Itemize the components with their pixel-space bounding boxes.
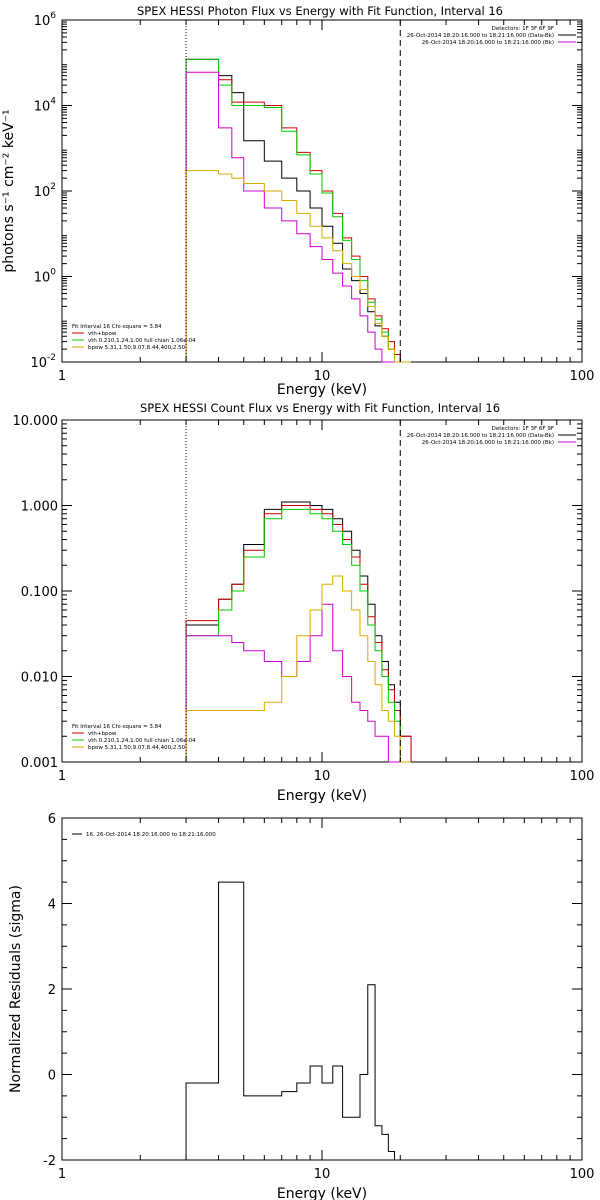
photon-flux-y-tick-label: 104 — [34, 97, 57, 115]
count-flux-panel: SPEX HESSI Count Flux vs Energy with Fit… — [13, 401, 595, 804]
residuals-x-tick-label: 100 — [570, 1167, 595, 1182]
count-flux-fit-legend-entry: bpow 5.31,1.50,9.07,8.44,400,2.50 — [88, 745, 186, 751]
count-flux-y-tick-label: 0.010 — [21, 671, 58, 686]
count-flux-y-tick-label: 1.000 — [21, 500, 58, 515]
photon-flux-series-vth — [185, 58, 412, 363]
count-flux-y-tick-label: 0.100 — [21, 585, 58, 600]
count-flux-fit-legend-entry: vth+bpow — [88, 731, 117, 737]
count-flux-y-tick-label: 0.001 — [21, 756, 58, 771]
photon-flux-series-bkg — [185, 170, 412, 363]
residuals-x-axis-label: Energy (keV) — [277, 1186, 367, 1200]
residuals-y-tick-label: 2 — [48, 983, 56, 998]
count-flux-legend-entry: 26-Oct-2014 18:20:16.000 to 18:21:16.000… — [407, 433, 554, 439]
photon-flux-y-tick-label: 100 — [34, 268, 57, 286]
photon-flux-y-axis-label: photons s⁻¹ cm⁻² keV⁻¹ — [1, 109, 17, 272]
photon-flux-legend-entry: 26-Oct-2014 18:20:16.000 to 18:21:16.000… — [407, 33, 554, 39]
photon-flux-fit-legend-entry: vth 0.210,1.24,1.00 full chian 1.06e-04 — [88, 338, 196, 344]
count-flux-x-tick-label: 10 — [314, 769, 331, 784]
residuals-x-tick-label: 1 — [58, 1167, 66, 1182]
photon-flux-series-bpow — [185, 71, 412, 363]
count-flux-x-axis-label: Energy (keV) — [277, 788, 367, 804]
residuals-y-tick-label: 6 — [48, 812, 56, 827]
photon-flux-x-axis-label: Energy (keV) — [277, 382, 367, 398]
residuals-plot-area — [61, 817, 583, 1161]
residuals-series-data — [185, 881, 401, 1161]
photon-flux-fit-legend-entry: vth+bpow — [88, 331, 117, 337]
count-flux-legend-entry: 26-Oct-2014 18:20:16.000 to 18:21:16.000… — [422, 440, 554, 446]
photon-flux-fit-legend-entry: bpow 5.31,1.50,9.07,8.44,400,2.50 — [88, 345, 186, 351]
residuals-series-layer — [185, 881, 401, 1161]
photon-flux-series-data — [185, 58, 412, 363]
count-flux-title: SPEX HESSI Count Flux vs Energy with Fit… — [140, 401, 500, 415]
count-flux-fit-range — [185, 420, 401, 762]
photon-flux-title: SPEX HESSI Photon Flux vs Energy with Fi… — [137, 4, 503, 18]
photon-flux-series-layer — [185, 58, 412, 363]
count-flux-x-tick-label: 100 — [570, 769, 595, 784]
photon-flux-series-total — [185, 58, 412, 363]
count-flux-series-data — [185, 501, 412, 762]
photon-flux-x-tick-label: 10 — [314, 369, 331, 384]
count-flux-legend-entry: Detectors: 1F 3F 6F 9F — [492, 426, 554, 432]
photon-flux-panel: SPEX HESSI Photon Flux vs Energy with Fi… — [1, 4, 594, 398]
count-flux-series-layer — [185, 501, 412, 763]
photon-flux-y-tick-label: 102 — [34, 182, 56, 200]
count-flux-series-vth — [185, 508, 412, 763]
count-flux-x-tick-label: 1 — [58, 769, 66, 784]
photon-flux-legend-entry: Detectors: 1F 3F 6F 9F — [492, 26, 554, 32]
count-flux-series-bpow — [185, 603, 412, 763]
photon-flux-y-tick-label: 106 — [34, 11, 57, 29]
count-flux-fit-legend-entry: vth 0.210,1.24,1.00 full chian 1.06e-04 — [88, 738, 196, 744]
residuals-panel: Energy (keV) Normalized Residuals (sigma… — [8, 812, 594, 1200]
count-flux-series-bkg — [185, 575, 412, 763]
photon-flux-legend-entry: 26-Oct-2014 18:20:16.000 to 18:21:16.000… — [422, 40, 554, 46]
count-flux-series-total — [185, 505, 412, 762]
residuals-x-tick-label: 10 — [314, 1167, 331, 1182]
residuals-y-tick-label: 4 — [48, 898, 56, 913]
residuals-y-tick-label: 0 — [48, 1069, 56, 1084]
photon-flux-x-tick-label: 1 — [58, 369, 66, 384]
photon-flux-fit-range — [185, 20, 401, 362]
photon-flux-y-tick-label: 10-2 — [30, 353, 56, 371]
residuals-y-tick-label: -2 — [43, 1154, 56, 1169]
residuals-y-axis-label: Normalized Residuals (sigma) — [8, 885, 24, 1093]
photon-flux-fit-legend-header: Fit Interval 16 Chi-square = 3.84 — [72, 324, 162, 330]
photon-flux-x-tick-label: 100 — [570, 369, 595, 384]
count-flux-y-tick-label: 10.000 — [13, 414, 59, 429]
residuals-legend-entry: 16. 26-Oct-2014 18:20:16.000 to 18:21:16… — [86, 832, 216, 838]
count-flux-fit-legend-header: Fit Interval 16 Chi-square = 3.84 — [72, 724, 162, 730]
